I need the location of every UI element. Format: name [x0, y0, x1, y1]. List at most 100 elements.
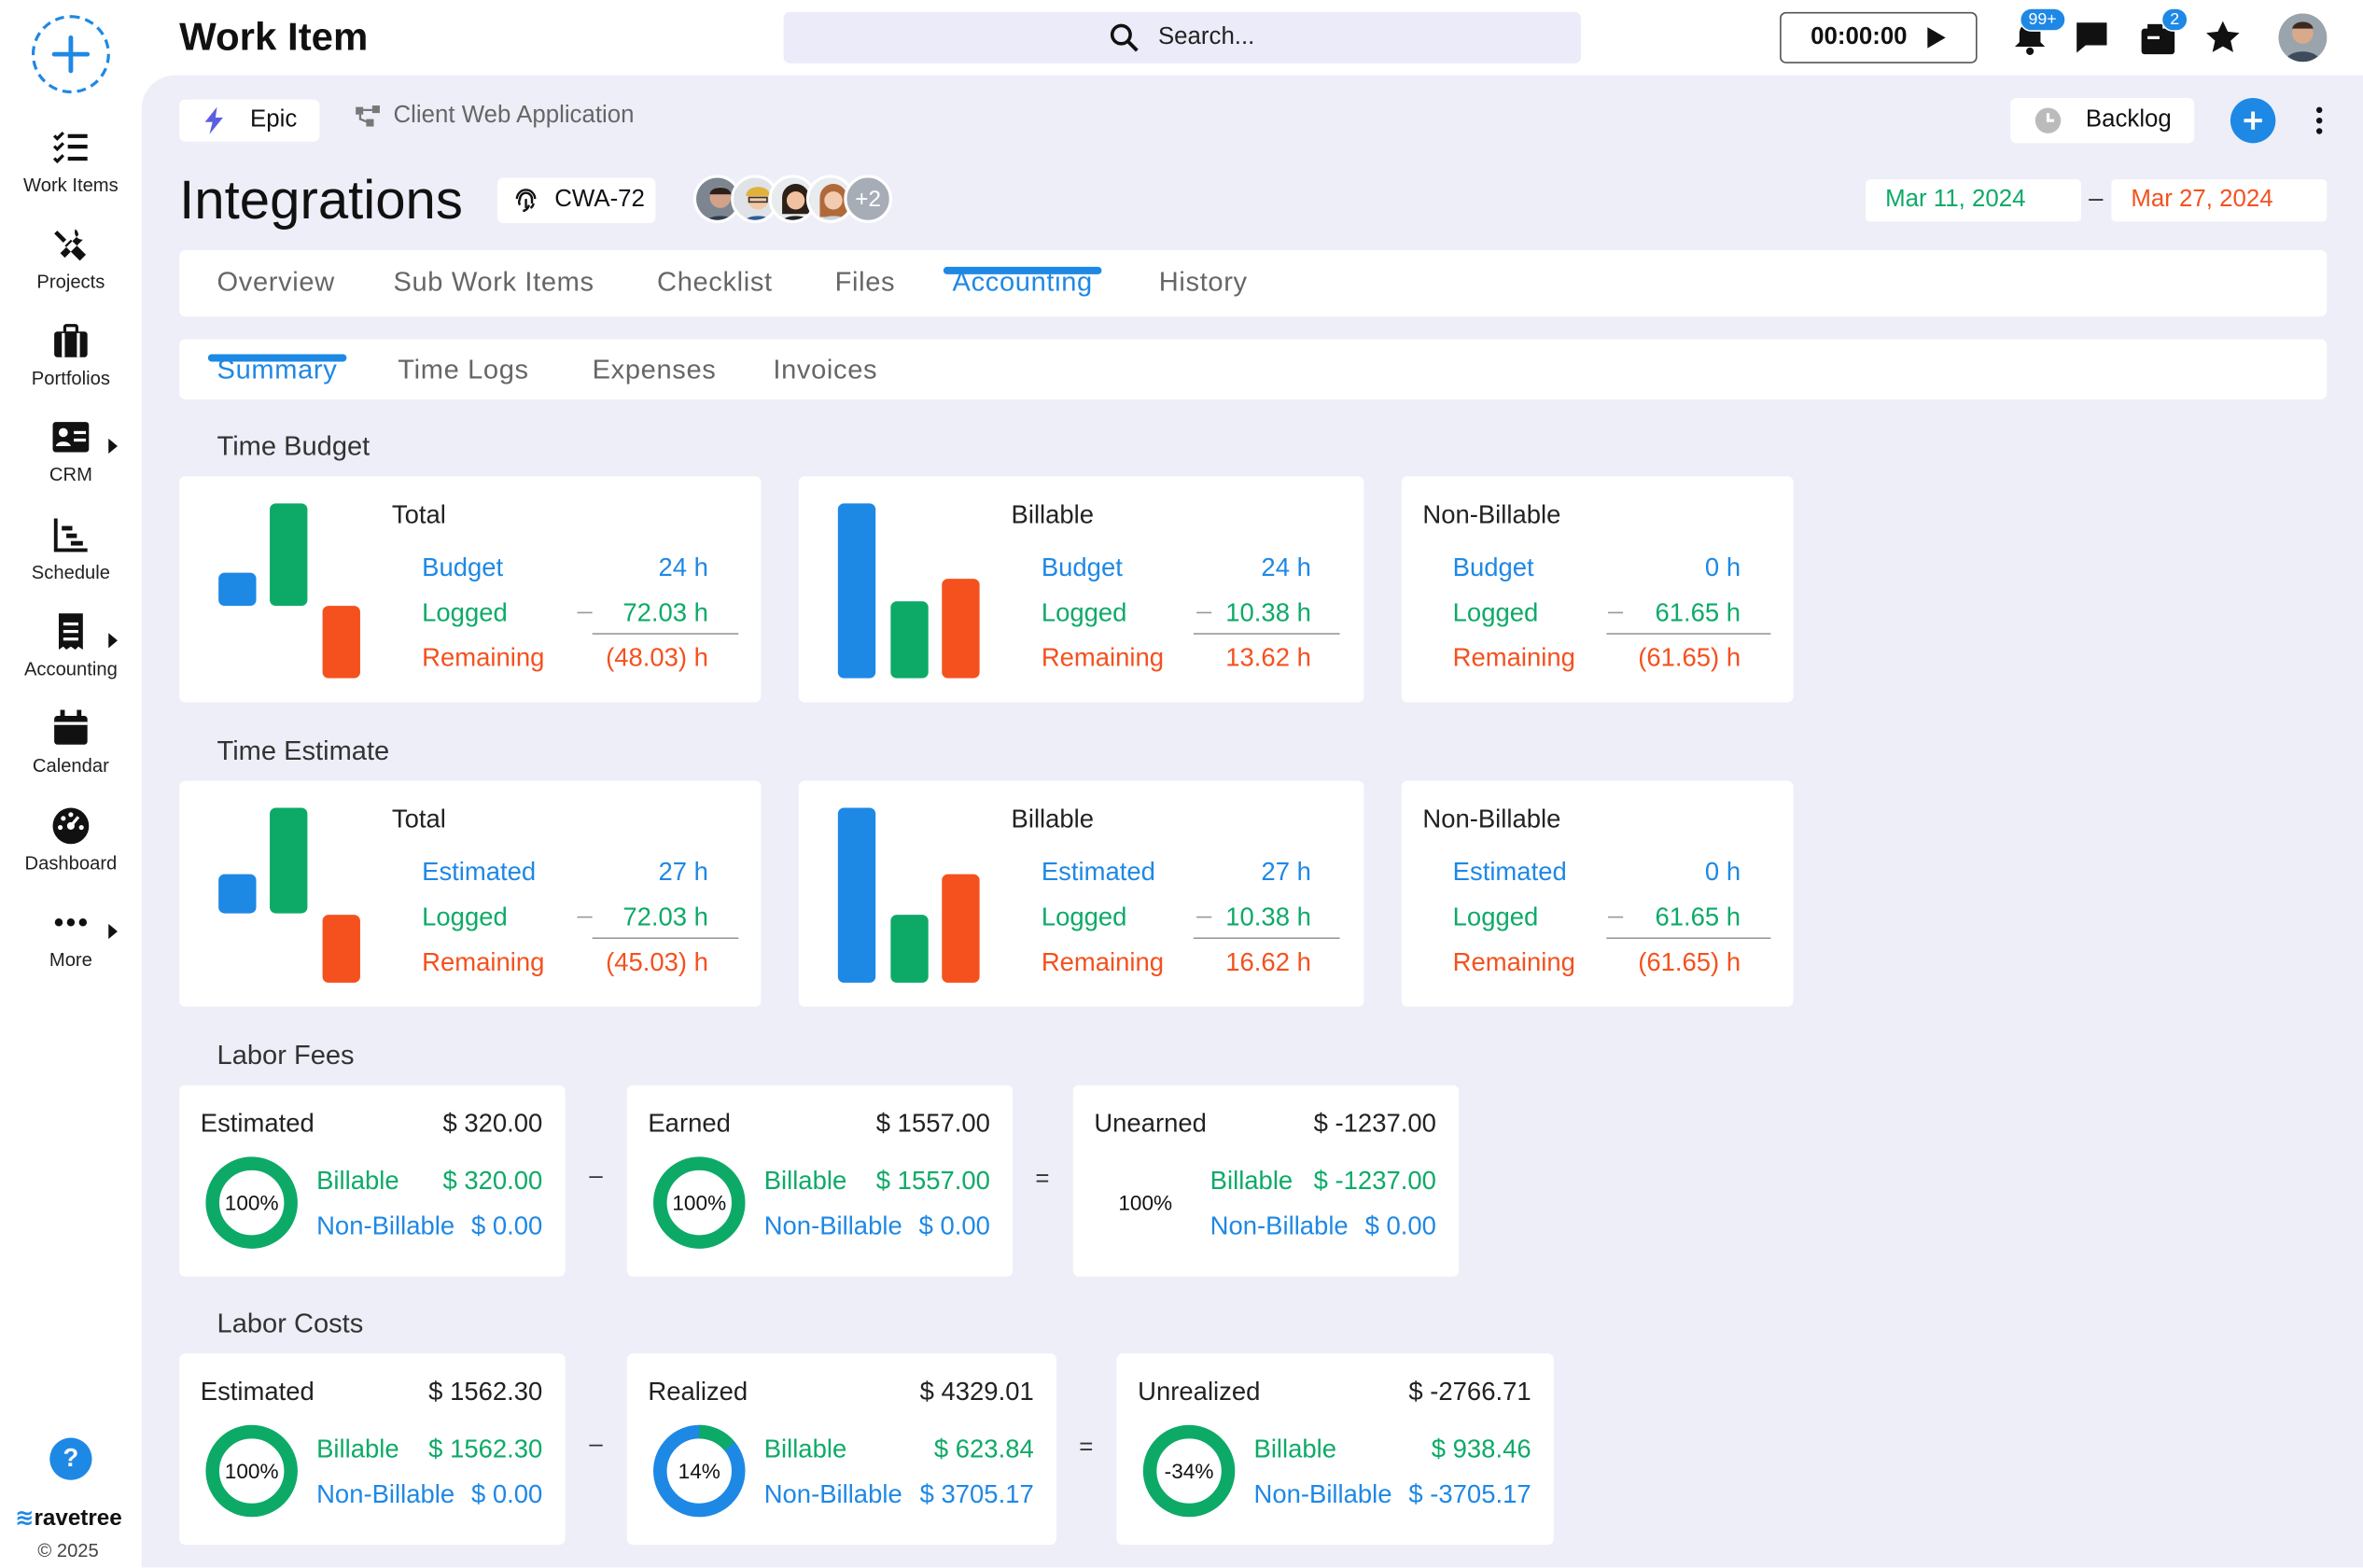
- item-key-chip[interactable]: CWA-72: [496, 177, 656, 223]
- tools-icon: [54, 229, 87, 261]
- card-title: Realized: [648, 1377, 748, 1407]
- chat-icon[interactable]: [2072, 18, 2111, 57]
- card-title: Non-Billable: [1422, 805, 1561, 833]
- section-title: Labor Fees: [217, 1040, 355, 1071]
- lightning-icon: [204, 106, 223, 134]
- expand-caret-icon[interactable]: [108, 438, 118, 455]
- billable-value: $ 320.00: [442, 1166, 543, 1196]
- avatar[interactable]: [805, 175, 855, 223]
- end-date[interactable]: Mar 27, 2024: [2111, 179, 2328, 222]
- card-title: Unrealized: [1138, 1377, 1261, 1407]
- time-budget-total-card: Total Budget 24 h Logged 72.03 h Remaini…: [179, 476, 762, 703]
- remaining-value: (61.65) h: [1638, 643, 1741, 673]
- billable-label: Billable: [763, 1435, 847, 1463]
- expand-caret-icon[interactable]: [108, 633, 118, 649]
- logged-bar: [270, 503, 308, 607]
- tab-overview[interactable]: Overview: [217, 266, 335, 298]
- sidebar-item-label: Portfolios: [31, 368, 110, 389]
- add-button[interactable]: [2230, 97, 2276, 144]
- user-photo-icon: [2278, 13, 2328, 63]
- sidebar-item-work-items[interactable]: Work Items: [0, 128, 142, 196]
- card-title: Total: [391, 805, 446, 833]
- remaining-value: 16.62 h: [1225, 947, 1311, 977]
- subtab-expenses[interactable]: Expenses: [592, 354, 717, 385]
- sidebar-item-schedule[interactable]: Schedule: [0, 515, 142, 583]
- sidebar-item-calendar[interactable]: Calendar: [0, 708, 142, 777]
- item-type-chip[interactable]: Epic: [179, 99, 320, 142]
- assignee-avatars[interactable]: +2: [692, 175, 892, 223]
- star-icon[interactable]: [2203, 18, 2243, 57]
- sidebar-item-crm[interactable]: CRM: [0, 417, 142, 485]
- brand-logo: ≋ravetree: [15, 1505, 122, 1532]
- logged-bar: [890, 601, 929, 679]
- subtab-time-logs[interactable]: Time Logs: [398, 354, 529, 385]
- more-icon: [54, 918, 88, 927]
- subtab-invoices[interactable]: Invoices: [773, 354, 878, 385]
- donut-percent: 14%: [678, 1459, 720, 1483]
- item-type: Epic: [250, 106, 298, 133]
- copyright: © 2025: [37, 1540, 99, 1561]
- user-avatar[interactable]: [2278, 13, 2328, 63]
- inbox-badge: 2: [2160, 7, 2188, 32]
- sidebar-item-label: Accounting: [23, 658, 118, 680]
- time-budget-non-billable-card: Non-Billable Budget 0 h Logged 61.65 h R…: [1401, 476, 1794, 703]
- item-key: CWA-72: [554, 187, 645, 213]
- estimated-bar: [218, 874, 257, 914]
- sidebar-item-accounting[interactable]: Accounting: [0, 612, 142, 680]
- sidebar-item-more[interactable]: More: [0, 903, 142, 971]
- budget-label: Budget: [422, 553, 504, 582]
- date-separator: –: [2089, 184, 2104, 213]
- budget-bar: [837, 503, 876, 679]
- tab-files[interactable]: Files: [834, 266, 896, 298]
- gantt-icon: [53, 518, 88, 553]
- tab-sub-work-items[interactable]: Sub Work Items: [393, 266, 594, 298]
- non-billable-value: $ 0.00: [1364, 1211, 1436, 1240]
- sidebar-item-label: Work Items: [23, 175, 119, 196]
- card-total: $ -2766.71: [1408, 1377, 1531, 1407]
- help-button[interactable]: ?: [49, 1437, 92, 1480]
- time-budget-billable-card: Billable Budget 24 h Logged 10.38 h Rema…: [798, 476, 1364, 703]
- contact-card-icon: [52, 422, 90, 453]
- start-date[interactable]: Mar 11, 2024: [1866, 179, 2082, 222]
- subtab-summary[interactable]: Summary: [207, 354, 346, 385]
- time-estimate-total-card: Total Estimated 27 h Logged 72.03 h Rema…: [179, 780, 762, 1007]
- non-billable-value: $ 0.00: [471, 1479, 543, 1509]
- expand-caret-icon[interactable]: [108, 923, 118, 940]
- timer-button[interactable]: 00:00:00: [1780, 11, 1978, 63]
- sidebar-item-projects[interactable]: Projects: [0, 225, 142, 292]
- donut-percent: 100%: [672, 1190, 727, 1215]
- logged-bar: [270, 807, 308, 914]
- tab-accounting[interactable]: Accounting: [943, 266, 1102, 298]
- logo-mark-icon: ≋: [15, 1505, 35, 1532]
- sidebar: Work Items Projects Portfolios CRM Sched…: [0, 0, 142, 1568]
- donut-percent: 100%: [224, 1190, 279, 1215]
- card-total: $ 4329.01: [919, 1377, 1034, 1407]
- tab-checklist[interactable]: Checklist: [657, 266, 773, 298]
- logged-label: Logged: [422, 598, 508, 627]
- billable-label: Billable: [1253, 1435, 1337, 1463]
- tab-history[interactable]: History: [1158, 266, 1248, 298]
- sum-line: [1193, 937, 1340, 940]
- sum-line: [1193, 633, 1340, 635]
- estimated-value: 0 h: [1704, 857, 1741, 887]
- top-bar: Work Item Search... 00:00:00 99+ 2: [141, 0, 2363, 76]
- inbox-icon[interactable]: [2138, 18, 2177, 57]
- status-button[interactable]: Backlog: [2010, 97, 2195, 144]
- kebab-menu-icon[interactable]: [2309, 105, 2330, 135]
- sidebar-item-dashboard[interactable]: Dashboard: [0, 806, 142, 875]
- search-icon: [1111, 23, 1140, 52]
- sidebar-item-portfolios[interactable]: Portfolios: [0, 321, 142, 389]
- receipt-icon: [58, 613, 83, 650]
- brand-name: ravetree: [34, 1505, 122, 1532]
- billable-label: Billable: [316, 1166, 399, 1196]
- search-input[interactable]: Search...: [783, 11, 1581, 63]
- breadcrumb-project[interactable]: Client Web Application: [356, 103, 635, 130]
- donut-percent: -34%: [1164, 1459, 1214, 1483]
- card-total: $ 1557.00: [875, 1109, 990, 1139]
- card-title: Non-Billable: [1422, 500, 1561, 529]
- card-total: $ 320.00: [442, 1109, 543, 1139]
- more-assignees[interactable]: +2: [844, 175, 892, 223]
- create-button[interactable]: [31, 15, 110, 94]
- billable-value: $ 1562.30: [428, 1435, 543, 1463]
- labor-costs-unrealized-card: Unrealized $ -2766.71 -34% Billable $ 93…: [1116, 1353, 1554, 1546]
